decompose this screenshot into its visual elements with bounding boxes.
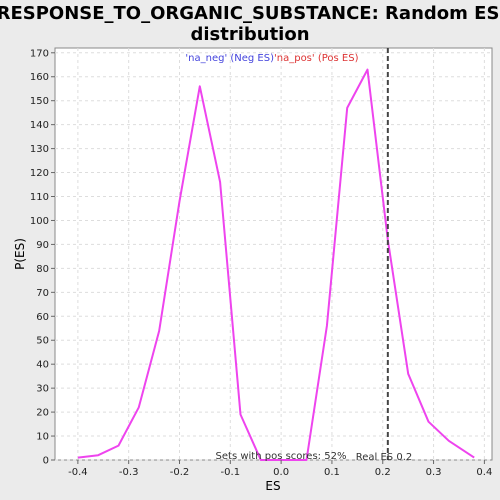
x-axis-label: ES [265,479,280,493]
plot-area [55,48,492,460]
legend-neg-label: 'na_neg' (Neg ES) [185,53,274,64]
x-tick-label: 0.0 [273,467,289,478]
y-tick-label: 170 [30,48,49,59]
x-tick-label: 0.1 [324,467,340,478]
y-tick-label: 150 [30,96,49,107]
x-axis-ticks: -0.4 -0.3 -0.2 -0.1 0.0 0.1 0.2 0.3 0.4 [68,460,492,478]
y-tick-label: 70 [36,288,49,299]
y-tick-label: 110 [30,192,49,203]
y-tick-label: 40 [36,360,49,371]
y-tick-label: 160 [30,72,49,83]
chart-title-line2: distribution [190,24,309,45]
y-tick-label: 120 [30,168,49,179]
chart-title-line1: RESPONSE_TO_ORGANIC_SUBSTANCE: Random ES [0,3,499,24]
x-tick-label: -0.1 [221,467,241,478]
y-axis-label: P(ES) [13,238,27,270]
x-tick-label: -0.2 [170,467,190,478]
y-tick-label: 140 [30,120,49,131]
x-tick-label: -0.3 [119,467,139,478]
y-tick-label: 20 [36,408,49,419]
y-tick-label: 130 [30,144,49,155]
y-tick-label: 60 [36,312,49,323]
real-es-label: Real ES 0.2 [356,452,412,463]
y-tick-label: 80 [36,264,49,275]
pos-scores-annotation: Sets with pos scores: 52% [216,451,347,462]
x-tick-label: 0.2 [375,467,391,478]
y-tick-label: 10 [36,432,49,443]
legend-pos-label: 'na_pos' (Pos ES) [274,53,359,64]
x-tick-label: 0.4 [476,467,492,478]
x-tick-label: 0.3 [426,467,442,478]
x-tick-label: -0.4 [68,467,88,478]
y-tick-label: 90 [36,240,49,251]
y-tick-label: 30 [36,384,49,395]
y-tick-label: 0 [43,456,49,467]
y-tick-label: 100 [30,216,49,227]
y-axis-ticks: 0 10 20 30 40 50 60 70 80 90 100 110 120 130 140 150 160… [30,48,55,466]
y-tick-label: 50 [36,336,49,347]
